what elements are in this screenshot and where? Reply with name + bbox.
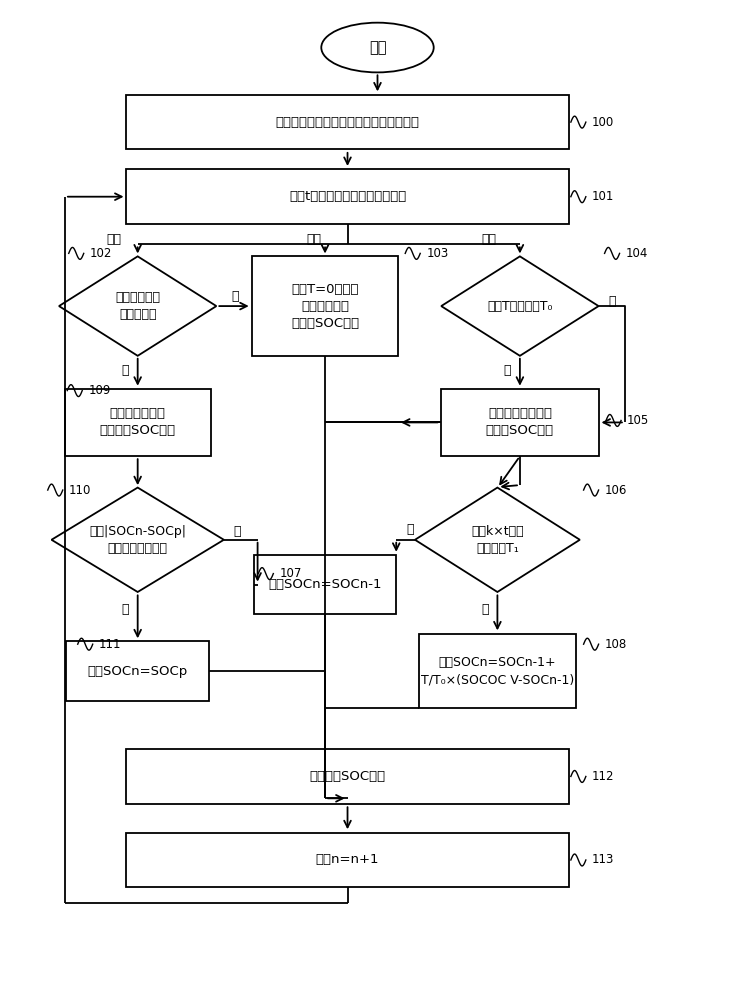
Text: 是: 是 xyxy=(122,603,128,616)
Text: 输出当前SOC的值: 输出当前SOC的值 xyxy=(310,770,386,783)
Text: 每隔t判断锂电池所处的工作模式: 每隔t判断锂电池所处的工作模式 xyxy=(289,190,406,203)
Polygon shape xyxy=(441,256,599,356)
Text: 开始: 开始 xyxy=(368,40,387,55)
Text: 否: 否 xyxy=(233,525,241,538)
Text: 111: 111 xyxy=(99,638,122,651)
Text: 判断是否达到
波峰或波谷: 判断是否达到 波峰或波谷 xyxy=(116,291,160,321)
Text: 否: 否 xyxy=(609,295,616,308)
Text: 102: 102 xyxy=(90,247,112,260)
Text: 判断k×t是否
小于等于T₁: 判断k×t是否 小于等于T₁ xyxy=(471,525,524,555)
Text: 判断T是否大于T₀: 判断T是否大于T₀ xyxy=(487,300,553,313)
Text: 否: 否 xyxy=(231,290,239,303)
Text: 充电: 充电 xyxy=(106,233,122,246)
Text: 设定初始化参数，获取锂电池的工作参数: 设定初始化参数，获取锂电池的工作参数 xyxy=(276,116,420,129)
Bar xyxy=(65,389,211,456)
Text: 104: 104 xyxy=(626,247,648,260)
Text: 112: 112 xyxy=(592,770,615,783)
Text: 100: 100 xyxy=(592,116,614,129)
Text: 107: 107 xyxy=(279,567,302,580)
Text: 113: 113 xyxy=(592,853,615,866)
Text: 设置T=0，采用
安时积分法计
算当前SOC的值: 设置T=0，采用 安时积分法计 算当前SOC的值 xyxy=(291,283,359,330)
Text: 105: 105 xyxy=(627,414,649,427)
Polygon shape xyxy=(415,488,580,592)
Text: 设置SOCn=SOCn-1: 设置SOCn=SOCn-1 xyxy=(268,578,382,591)
Bar xyxy=(419,634,576,708)
Text: 106: 106 xyxy=(605,484,627,497)
Bar xyxy=(66,641,209,701)
Polygon shape xyxy=(51,488,224,592)
Text: 判断|SOCn-SOCp|
是否大于第三阈值: 判断|SOCn-SOCp| 是否大于第三阈值 xyxy=(89,525,186,555)
Text: 103: 103 xyxy=(427,247,448,260)
Ellipse shape xyxy=(322,23,433,72)
Text: 101: 101 xyxy=(592,190,615,203)
Text: 计算SOCn=SOCn-1+
T/T₀×(SOCOC V-SOCn-1): 计算SOCn=SOCn-1+ T/T₀×(SOCOC V-SOCn-1) xyxy=(421,656,574,686)
Text: 是: 是 xyxy=(504,364,511,377)
Text: 109: 109 xyxy=(88,384,110,397)
Bar xyxy=(126,169,569,224)
Text: 静置: 静置 xyxy=(481,233,496,246)
Polygon shape xyxy=(59,256,217,356)
Bar xyxy=(441,389,599,456)
Text: 110: 110 xyxy=(69,484,91,497)
Bar xyxy=(126,833,569,887)
Text: 放电: 放电 xyxy=(307,233,322,246)
Bar xyxy=(126,749,569,804)
Bar xyxy=(254,555,396,614)
Text: 108: 108 xyxy=(605,638,627,651)
Text: 设置n=n+1: 设置n=n+1 xyxy=(316,853,379,866)
Text: 是: 是 xyxy=(406,523,414,536)
Text: 设置SOCn=SOCp: 设置SOCn=SOCp xyxy=(88,665,188,678)
Bar xyxy=(252,256,398,356)
Text: 采用安时积分法
计算当前SOC的值: 采用安时积分法 计算当前SOC的值 xyxy=(100,407,176,437)
Text: 否: 否 xyxy=(481,603,488,616)
Text: 是: 是 xyxy=(122,364,128,377)
Text: 采用开路电压法修
正当前SOC的值: 采用开路电压法修 正当前SOC的值 xyxy=(485,407,554,437)
Bar xyxy=(126,95,569,149)
